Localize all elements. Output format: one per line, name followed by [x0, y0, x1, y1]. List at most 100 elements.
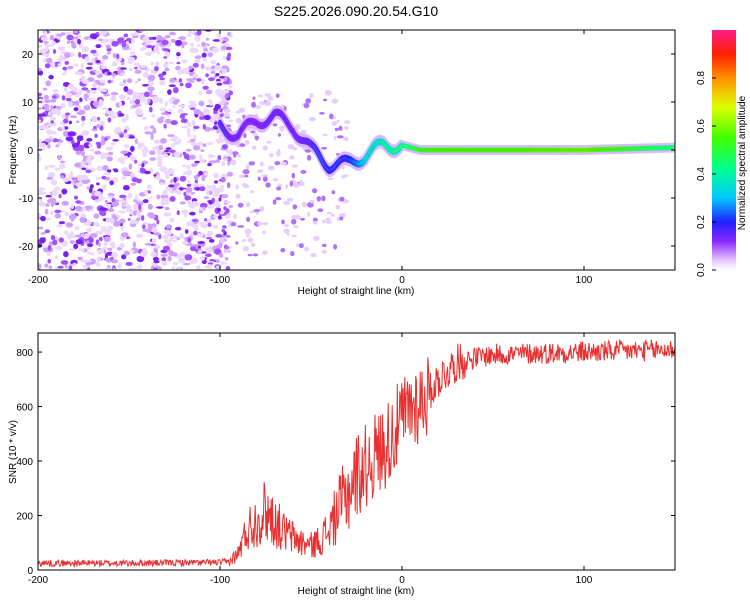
- noise-blob: [169, 217, 175, 223]
- noise-blob: [99, 157, 105, 160]
- scatter-blob: [301, 201, 308, 208]
- scatter-blob: [326, 211, 332, 215]
- noise-blob: [38, 67, 42, 72]
- scatter-blob: [298, 243, 304, 249]
- noise-blob: [118, 210, 124, 214]
- noise-blob: [155, 60, 160, 67]
- noise-blob: [147, 98, 151, 104]
- noise-blob: [167, 134, 175, 138]
- scatter-blob: [269, 153, 274, 158]
- noise-blob: [164, 118, 172, 124]
- noise-blob: [159, 107, 167, 112]
- noise-blob: [94, 150, 102, 155]
- noise-blob: [44, 107, 50, 112]
- scatter-blob: [327, 177, 335, 181]
- noise-blob: [38, 190, 43, 196]
- noise-blob: [108, 107, 112, 111]
- noise-blob: [179, 232, 184, 238]
- noise-blob: [163, 123, 167, 129]
- noise-blob: [134, 159, 138, 164]
- noise-blob: [186, 165, 191, 170]
- noise-blob: [185, 82, 192, 89]
- noise-blob: [87, 62, 93, 66]
- scatter-blob: [331, 213, 335, 217]
- noise-blob: [165, 173, 170, 179]
- scatter-blob: [278, 133, 281, 137]
- noise-blob: [216, 140, 224, 144]
- noise-blob: [148, 196, 153, 199]
- noise-blob: [38, 141, 43, 148]
- noise-blob: [66, 34, 74, 41]
- noise-blob: [145, 45, 154, 48]
- noise-blob: [160, 253, 168, 257]
- noise-blob: [143, 91, 150, 98]
- noise-blob: [106, 169, 112, 173]
- noise-blob: [75, 200, 82, 204]
- noise-blob: [109, 180, 114, 186]
- noise-blob: [58, 194, 62, 199]
- scatter-blob: [250, 190, 254, 194]
- noise-blob: [227, 31, 231, 37]
- noise-blob: [69, 248, 76, 251]
- noise-blob: [45, 194, 52, 198]
- y-tick-label: 10: [22, 98, 34, 109]
- noise-blob: [77, 256, 83, 261]
- scatter-blob: [262, 145, 268, 151]
- noise-blob: [122, 170, 130, 177]
- noise-blob: [147, 74, 156, 82]
- noise-blob: [222, 56, 227, 60]
- noise-blob: [127, 218, 131, 221]
- noise-blob: [206, 189, 209, 196]
- noise-blob: [173, 176, 177, 183]
- noise-blob: [141, 163, 145, 168]
- scatter-blob: [325, 220, 333, 224]
- noise-blob: [207, 222, 212, 227]
- noise-blob: [189, 107, 196, 110]
- noise-blob: [214, 180, 218, 184]
- noise-blob: [220, 187, 224, 193]
- noise-blob: [96, 117, 101, 121]
- noise-blob: [61, 95, 66, 101]
- scatter-blob: [236, 154, 242, 158]
- noise-blob: [219, 210, 225, 215]
- noise-blob: [142, 84, 149, 87]
- noise-blob: [64, 114, 69, 119]
- noise-blob: [64, 60, 70, 65]
- noise-blob: [150, 214, 156, 219]
- noise-blob: [161, 48, 170, 51]
- noise-blob: [81, 46, 90, 53]
- noise-blob: [163, 212, 172, 217]
- scatter-blob: [259, 206, 265, 212]
- noise-blob: [57, 155, 62, 161]
- noise-blob: [157, 160, 163, 166]
- noise-blob: [86, 251, 90, 255]
- noise-blob: [43, 41, 49, 44]
- noise-blob: [196, 78, 202, 82]
- snr-xlabel: Height of straight line (km): [298, 586, 415, 597]
- noise-blob: [214, 103, 221, 110]
- scatter-blob: [221, 98, 228, 104]
- scatter-blob: [241, 183, 248, 187]
- scatter-blob: [325, 217, 331, 221]
- noise-blob: [65, 136, 74, 142]
- scatter-blob: [333, 136, 337, 141]
- x-tick-label: -200: [28, 275, 48, 286]
- scatter-blob: [238, 174, 245, 178]
- scatter-blob: [281, 161, 287, 166]
- noise-blob: [47, 259, 52, 264]
- noise-blob: [56, 109, 61, 116]
- noise-blob: [80, 150, 85, 157]
- noise-blob: [153, 260, 160, 264]
- noise-blob: [91, 87, 97, 91]
- noise-blob: [221, 228, 225, 233]
- noise-blob: [72, 262, 77, 267]
- colorbar-ticks: 0.0 0.2 0.4 0.6 0.8: [696, 71, 716, 277]
- colorbar-tick-label: 0.4: [696, 167, 707, 181]
- noise-blob: [168, 84, 176, 87]
- noise-blob: [189, 211, 196, 216]
- noise-blob: [118, 113, 125, 117]
- noise-blob: [45, 80, 51, 87]
- noise-blob: [110, 95, 117, 102]
- noise-blob: [213, 189, 220, 195]
- noise-blob: [169, 78, 176, 83]
